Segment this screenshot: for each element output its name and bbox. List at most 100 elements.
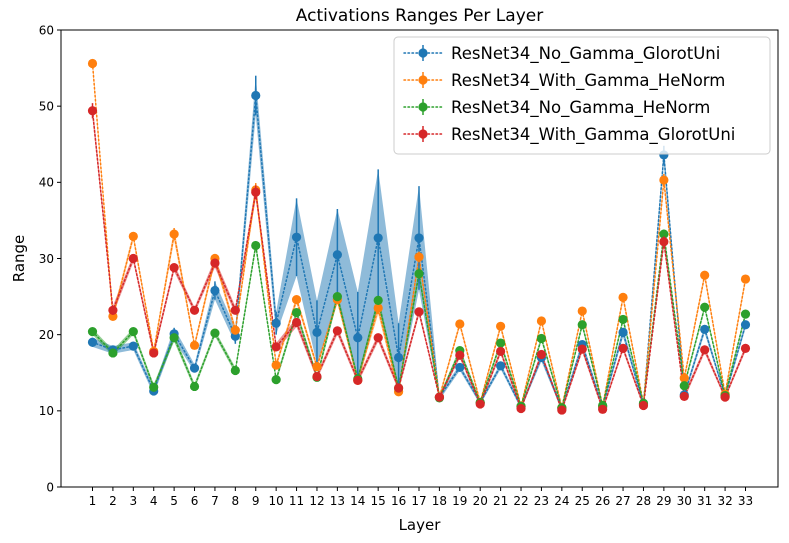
- data-point: [373, 333, 383, 343]
- data-point: [189, 381, 200, 392]
- data-point: [659, 237, 669, 247]
- x-tick-label: 11: [289, 494, 304, 508]
- data-point: [659, 175, 669, 185]
- data-point: [475, 399, 485, 409]
- data-point: [434, 392, 445, 402]
- data-point: [679, 391, 689, 401]
- x-tick-label: 26: [595, 494, 610, 508]
- legend-marker: [418, 102, 428, 112]
- data-point: [496, 338, 506, 348]
- data-point: [169, 333, 179, 343]
- data-point: [740, 343, 751, 353]
- data-point: [189, 363, 200, 373]
- x-tick-label: 2: [109, 494, 117, 508]
- data-point: [516, 403, 526, 414]
- data-point: [414, 307, 424, 317]
- data-point: [740, 309, 751, 319]
- data-point: [230, 325, 240, 335]
- data-point: [291, 317, 302, 328]
- data-point: [87, 58, 98, 69]
- legend-box: [393, 36, 771, 155]
- data-point: [720, 392, 730, 402]
- data-point: [332, 291, 342, 302]
- data-point: [332, 250, 342, 260]
- data-point: [251, 240, 261, 251]
- y-tick-label: 0: [46, 480, 54, 494]
- data-point: [598, 404, 608, 414]
- y-tick-label: 20: [39, 328, 54, 342]
- y-tick-label: 30: [39, 252, 54, 266]
- data-point: [189, 340, 200, 350]
- data-point: [414, 269, 424, 279]
- x-tick-label: 33: [738, 494, 753, 508]
- data-point: [271, 375, 281, 385]
- y-tick-label: 60: [39, 23, 54, 37]
- data-marks: [87, 58, 751, 415]
- data-point: [353, 375, 363, 385]
- x-tick-label: 24: [554, 494, 569, 508]
- x-tick-label: 32: [717, 494, 732, 508]
- data-point: [455, 362, 465, 373]
- x-tick-label: 28: [636, 494, 651, 508]
- y-tick-label: 10: [39, 404, 54, 418]
- data-point: [740, 274, 751, 284]
- data-point: [700, 270, 710, 280]
- data-point: [679, 381, 689, 391]
- data-point: [496, 361, 506, 371]
- data-point: [700, 345, 710, 355]
- data-point: [169, 263, 179, 273]
- data-point: [87, 327, 98, 337]
- x-tick-label: 19: [452, 494, 467, 508]
- data-point: [210, 328, 220, 338]
- x-tick-label: 23: [534, 494, 549, 508]
- x-tick-label: 14: [350, 494, 365, 508]
- legend-label: ResNet34_With_Gamma_HeNorm: [451, 71, 725, 91]
- data-point: [700, 302, 710, 312]
- x-tick-label: 29: [656, 494, 671, 508]
- legend-marker: [418, 129, 428, 139]
- x-tick-label: 13: [330, 494, 345, 508]
- data-point: [393, 383, 404, 393]
- data-point: [455, 319, 465, 329]
- y-tick-label: 40: [39, 176, 54, 190]
- data-point: [496, 346, 506, 357]
- x-tick-label: 15: [371, 494, 386, 508]
- data-point: [149, 382, 159, 392]
- x-tick-label: 21: [493, 494, 508, 508]
- legend-marker: [418, 48, 428, 58]
- data-point: [496, 321, 506, 331]
- data-point: [536, 333, 547, 344]
- data-point: [373, 295, 383, 305]
- x-tick-label: 8: [232, 494, 240, 508]
- data-point: [618, 343, 628, 353]
- data-point: [455, 350, 465, 360]
- x-tick-label: 27: [615, 494, 630, 508]
- data-point: [536, 349, 547, 360]
- data-point: [169, 229, 179, 239]
- data-point: [536, 316, 547, 326]
- x-tick-label: 9: [252, 494, 260, 508]
- data-point: [210, 258, 220, 268]
- data-point: [659, 229, 669, 239]
- data-point: [291, 232, 302, 242]
- data-point: [230, 305, 240, 315]
- data-point: [373, 303, 383, 313]
- x-tick-label: 31: [697, 494, 712, 508]
- x-tick-label: 4: [150, 494, 158, 508]
- data-point: [271, 342, 281, 352]
- data-point: [557, 405, 567, 415]
- y-axis-title: Range: [10, 235, 28, 283]
- x-axis-title: Layer: [399, 516, 442, 534]
- data-point: [577, 344, 587, 354]
- data-point: [189, 305, 200, 315]
- chart-title: Activations Ranges Per Layer: [296, 6, 543, 26]
- legend-label: ResNet34_No_Gamma_HeNorm: [451, 98, 710, 118]
- data-point: [414, 252, 424, 262]
- data-point: [251, 90, 261, 101]
- x-tick-label: 30: [677, 494, 692, 508]
- x-tick-label: 16: [391, 494, 406, 508]
- x-tick-label: 22: [513, 494, 528, 508]
- x-tick-label: 5: [170, 494, 178, 508]
- data-point: [679, 373, 689, 383]
- data-point: [108, 305, 118, 315]
